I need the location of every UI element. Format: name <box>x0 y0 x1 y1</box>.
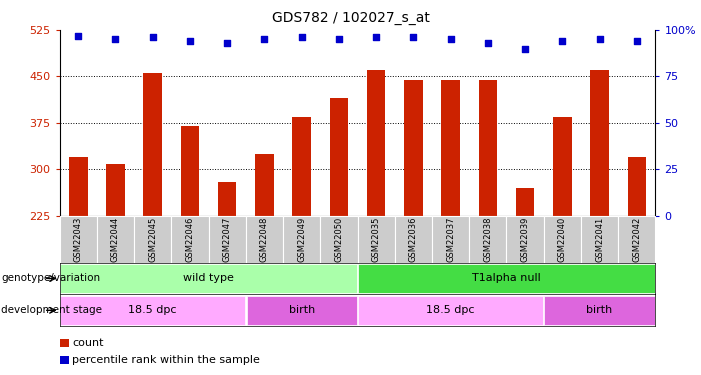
Bar <box>106 164 125 216</box>
Text: wild type: wild type <box>183 273 234 284</box>
Text: GSM22043: GSM22043 <box>74 216 83 262</box>
Point <box>594 36 605 42</box>
Bar <box>469 216 506 262</box>
Text: GSM22037: GSM22037 <box>446 216 455 262</box>
Text: GSM22049: GSM22049 <box>297 216 306 262</box>
Bar <box>404 80 423 216</box>
Text: GSM22045: GSM22045 <box>148 216 157 262</box>
Point <box>557 38 568 44</box>
Text: GSM22050: GSM22050 <box>334 216 343 262</box>
Text: GSM22035: GSM22035 <box>372 216 381 262</box>
Text: percentile rank within the sample: percentile rank within the sample <box>72 355 260 365</box>
Point <box>222 40 233 46</box>
Bar <box>442 80 460 216</box>
Bar <box>432 216 469 262</box>
Bar <box>218 182 236 216</box>
Bar <box>181 126 199 216</box>
Bar <box>209 216 246 262</box>
Bar <box>329 98 348 216</box>
Text: GSM22039: GSM22039 <box>521 216 529 262</box>
Bar <box>60 264 357 293</box>
Text: development stage: development stage <box>1 305 102 315</box>
Point <box>333 36 344 42</box>
Bar <box>320 216 358 262</box>
Point <box>147 34 158 40</box>
Bar <box>144 74 162 216</box>
Bar <box>367 70 386 216</box>
Point <box>482 40 494 46</box>
Text: T1alpha null: T1alpha null <box>472 273 541 284</box>
Bar <box>246 216 283 262</box>
Text: GSM22036: GSM22036 <box>409 216 418 262</box>
Point <box>445 36 456 42</box>
Text: genotype/variation: genotype/variation <box>1 273 100 284</box>
Bar <box>479 80 497 216</box>
Bar <box>581 216 618 262</box>
Bar <box>69 157 88 216</box>
Bar <box>97 216 134 262</box>
Text: GSM22042: GSM22042 <box>632 216 641 262</box>
Text: birth: birth <box>587 305 613 315</box>
Text: GSM22047: GSM22047 <box>223 216 231 262</box>
Point <box>259 36 270 42</box>
Bar <box>171 216 209 262</box>
Point <box>110 36 121 42</box>
Bar <box>553 117 571 216</box>
Bar <box>590 70 609 216</box>
Text: GSM22046: GSM22046 <box>186 216 194 262</box>
Bar <box>544 216 581 262</box>
Bar <box>358 216 395 262</box>
Text: count: count <box>72 338 104 348</box>
Bar <box>358 264 655 293</box>
Bar <box>283 216 320 262</box>
Text: GSM22044: GSM22044 <box>111 216 120 262</box>
Text: GSM22041: GSM22041 <box>595 216 604 262</box>
Bar <box>545 296 655 325</box>
Text: 18.5 dpc: 18.5 dpc <box>128 305 177 315</box>
Text: GSM22040: GSM22040 <box>558 216 567 262</box>
Bar <box>627 157 646 216</box>
Text: GDS782 / 102027_s_at: GDS782 / 102027_s_at <box>271 11 430 25</box>
Point <box>73 33 84 39</box>
Point <box>408 34 419 40</box>
Bar <box>506 216 544 262</box>
Bar <box>60 296 245 325</box>
Text: GSM22048: GSM22048 <box>260 216 269 262</box>
Bar <box>292 117 311 216</box>
Point <box>631 38 642 44</box>
Bar <box>618 216 655 262</box>
Bar <box>247 296 357 325</box>
Text: GSM22038: GSM22038 <box>484 216 492 262</box>
Bar <box>395 216 432 262</box>
Text: 18.5 dpc: 18.5 dpc <box>426 305 475 315</box>
Bar <box>60 216 97 262</box>
Point <box>296 34 307 40</box>
Bar <box>516 188 534 216</box>
Bar <box>358 296 543 325</box>
Point <box>184 38 196 44</box>
Point <box>371 34 382 40</box>
Bar <box>134 216 171 262</box>
Text: birth: birth <box>289 305 315 315</box>
Bar <box>255 154 273 216</box>
Point <box>519 46 531 52</box>
